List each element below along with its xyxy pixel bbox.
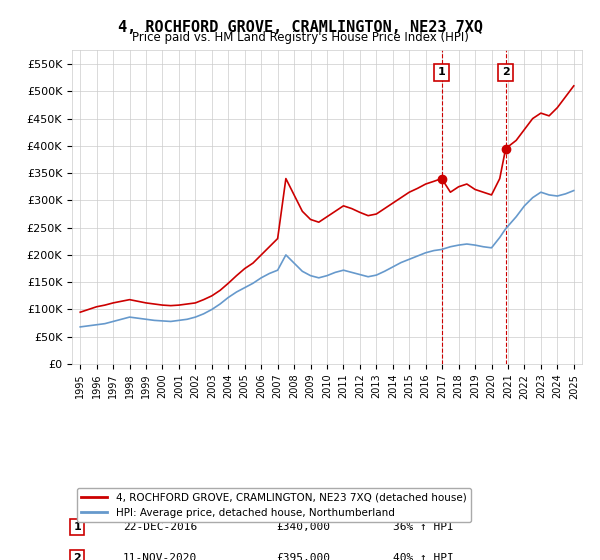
Text: 4, ROCHFORD GROVE, CRAMLINGTON, NE23 7XQ: 4, ROCHFORD GROVE, CRAMLINGTON, NE23 7XQ	[118, 20, 482, 35]
Text: 2: 2	[73, 553, 81, 560]
Text: £340,000: £340,000	[276, 522, 330, 532]
Legend: 4, ROCHFORD GROVE, CRAMLINGTON, NE23 7XQ (detached house), HPI: Average price, d: 4, ROCHFORD GROVE, CRAMLINGTON, NE23 7XQ…	[77, 488, 470, 522]
Text: 11-NOV-2020: 11-NOV-2020	[123, 553, 197, 560]
Text: 1: 1	[73, 522, 81, 532]
Text: 36% ↑ HPI: 36% ↑ HPI	[394, 522, 454, 532]
Text: £395,000: £395,000	[276, 553, 330, 560]
Text: Price paid vs. HM Land Registry's House Price Index (HPI): Price paid vs. HM Land Registry's House …	[131, 31, 469, 44]
Text: 2: 2	[502, 67, 509, 77]
Text: 1: 1	[438, 67, 446, 77]
Text: 22-DEC-2016: 22-DEC-2016	[123, 522, 197, 532]
Text: 40% ↑ HPI: 40% ↑ HPI	[394, 553, 454, 560]
